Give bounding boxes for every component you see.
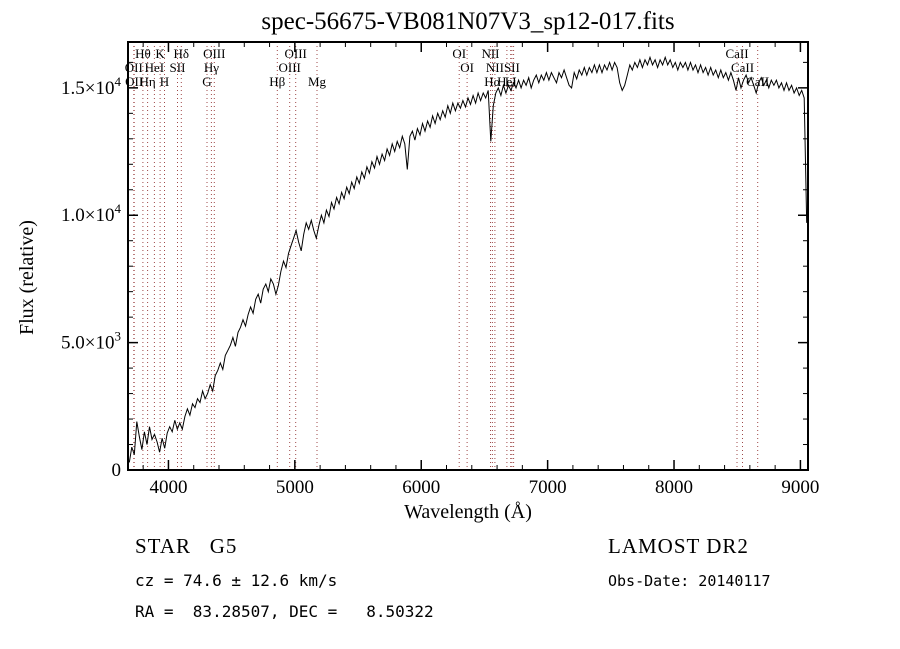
spectral-line-label: CaII xyxy=(725,46,748,61)
spectral-line-label: OI xyxy=(452,46,466,61)
y-axis-label: Flux (relative) xyxy=(16,220,38,335)
spectral-line-label: G xyxy=(202,74,211,89)
spectral-line-label: SII xyxy=(170,60,186,75)
spectral-line-label: K xyxy=(155,46,165,61)
spectral-line-label: Hβ xyxy=(269,74,285,89)
spectral-line-label: Hδ xyxy=(174,46,190,61)
spectral-line-label: CaII xyxy=(746,74,769,89)
spectral-line-label: Hα xyxy=(484,74,500,89)
spectral-line-label: HeI xyxy=(497,74,517,89)
spectrum-line xyxy=(128,55,808,463)
obs-date-text: Obs-Date: 20140117 xyxy=(608,572,771,590)
spectral-line-label: OIII xyxy=(203,46,225,61)
survey-text: LAMOST DR2 xyxy=(608,534,749,558)
x-tick-label: 6000 xyxy=(402,477,440,498)
spectral-line-label: CaII xyxy=(731,60,754,75)
spectral-line-label: OIII xyxy=(285,46,307,61)
y-tick-label: 1.0×104 xyxy=(61,201,121,226)
x-tick-label: 4000 xyxy=(149,477,187,498)
x-tick-label: 5000 xyxy=(276,477,314,498)
y-tick-label: 5.0×103 xyxy=(61,329,121,354)
plot-title: spec-56675-VB081N07V3_sp12-017.fits xyxy=(261,8,675,35)
x-tick-label: 9000 xyxy=(781,477,819,498)
spectral-line-label: HeI xyxy=(145,60,165,75)
spectral-line-label: OIII xyxy=(279,60,301,75)
x-tick-label: 7000 xyxy=(529,477,567,498)
spectral-line-label: OII xyxy=(125,74,143,89)
spectral-line-label: Hη xyxy=(140,74,156,89)
spectral-line-label: Hγ xyxy=(204,60,219,75)
spectral-line-label: OI xyxy=(460,60,474,75)
y-tick-label: 1.5×104 xyxy=(61,74,121,99)
spectral-line-label: Li xyxy=(505,74,517,89)
coordinates-text: RA = 83.28507, DEC = 8.50322 xyxy=(135,602,434,621)
radial-velocity-text: cz = 74.6 ± 12.6 km/s xyxy=(135,571,338,590)
classification-text: STAR G5 xyxy=(135,534,238,558)
spectral-line-label: SII xyxy=(504,60,520,75)
spectral-line-label: H xyxy=(160,74,169,89)
spectral-line-label: Hθ xyxy=(135,46,151,61)
plot-frame xyxy=(127,41,809,471)
x-tick-label: 8000 xyxy=(655,477,693,498)
spectral-line-label: Mg xyxy=(308,74,327,89)
spectral-line-label: NII xyxy=(486,60,504,75)
spectral-line-label: NII xyxy=(481,46,499,61)
x-axis-label: Wavelength (Å) xyxy=(404,501,532,523)
y-tick-label: 0 xyxy=(112,460,122,481)
spectral-line-label: OII xyxy=(125,60,143,75)
